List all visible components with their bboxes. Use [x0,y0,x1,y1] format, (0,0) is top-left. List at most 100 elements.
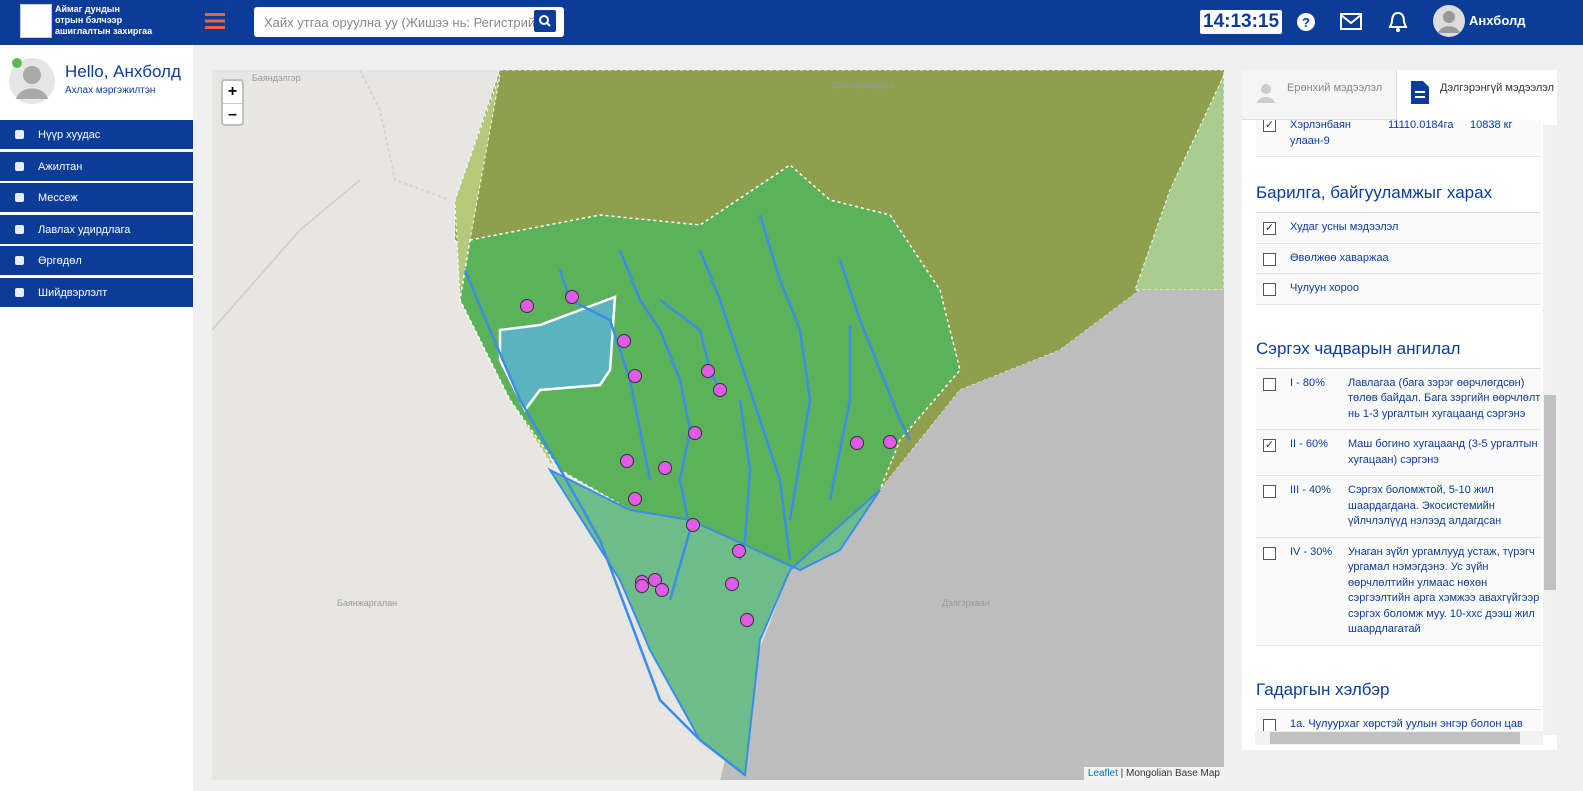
tab-icon [1257,84,1275,103]
option-label: Лавлагаа (бага зэрэг өөрчлөгдсөн) төлөв … [1348,376,1541,420]
map[interactable]: + – Leaflet | Mongolian Base Map Баяндэлг… [212,70,1224,780]
svg-text:?: ? [1302,15,1310,30]
option-row: ✓ Худаг усны мэдээлэл [1256,213,1541,244]
avatar[interactable] [1433,5,1465,37]
role: Ахлах мэргэжилтэн [65,85,156,96]
search-button[interactable] [534,10,556,32]
greeting: Hello, Анхболд [65,62,181,81]
menu-item[interactable]: Лавлах удирдлага [0,214,193,244]
well-marker[interactable] [658,461,672,475]
panel-content: ✓ Хэрлэнбаян улаан-9 11110.0184га 10838 кг Б… [1256,120,1541,732]
zoom-out[interactable]: – [223,103,242,125]
well-marker[interactable] [648,573,662,587]
menu-item[interactable]: Өргөдөл [0,246,193,276]
well-marker[interactable] [565,290,579,304]
option-row: 1а. Чулуурхаг хөрстэй уулын энгэр болон … [1256,709,1541,732]
checkbox[interactable] [1263,377,1276,391]
well-marker[interactable] [628,492,642,506]
menu-item[interactable]: Нүүр хуудас [0,120,193,149]
checkbox[interactable] [1263,485,1276,498]
menu-toggle[interactable] [205,12,225,30]
well-marker[interactable] [686,518,700,532]
well-marker[interactable] [883,435,897,449]
menu-item[interactable]: Мессеж [0,183,193,213]
well-marker[interactable] [713,383,727,397]
option-row: Өвөлжөө хаваржаа [1256,243,1541,274]
well-marker[interactable] [740,613,754,627]
parcel-amount: 10838 кг [1470,120,1513,131]
option-code: II - 60% [1290,438,1328,450]
place-label: Баянжаргалан [337,598,398,608]
parcel-area: 11110.0184га [1388,120,1454,131]
tab-icon [1411,81,1429,104]
attribution-text: | Mongolian Base Map [1120,768,1220,779]
bell-icon[interactable] [1388,11,1408,33]
vertical-scrollbar[interactable] [1543,125,1557,735]
option-label: 1а. Чулуурхаг хөрстэй уулын энгэр болон … [1290,717,1523,730]
mail-icon[interactable] [1340,13,1362,31]
well-marker[interactable] [617,334,631,348]
option-label: Худаг усны мэдээлэл [1290,221,1399,233]
clock: 14:13:15 [1200,10,1283,34]
well-marker[interactable] [520,299,534,313]
place-label: Цэнхэрмандал [832,80,894,90]
logo-text: Аймаг дундын отрын бэлчээр ашиглалтын захи… [55,4,152,37]
logo-line: Аймаг дундын [55,4,120,14]
info-panel: Ерөнхий мэдээлэл Дэлгэрэнгүй мэдээлэл ✓ Х… [1242,70,1557,750]
place-label: Дэлгэрхаан [942,598,990,608]
logo [20,4,52,38]
option-row: I - 80% Лавлагаа (бага зэрэг өөрчлөгдсөн)… [1256,368,1541,430]
menu-item[interactable]: Ажилтан [0,151,193,181]
search-input[interactable]: Хайх утгаа оруулна уу (Жишээ нь: Регистр… [254,7,564,37]
checkbox[interactable] [1263,546,1276,560]
row: ✓ Хэрлэнбаян улаан-9 11110.0184га 10838 кг [1256,120,1541,157]
nav-menu: Нүүр хуудас Ажилтан Мессеж Лавлах удирдлага… [0,120,193,310]
zoom-in[interactable]: + [227,83,238,100]
well-marker[interactable] [635,579,649,593]
well-marker[interactable] [850,436,864,450]
checkbox[interactable] [1263,283,1276,296]
attribution-link[interactable]: Leaflet [1087,768,1118,779]
map-canvas [212,70,1224,780]
menu-item[interactable]: Шийдвэрлэлт [0,277,193,307]
option-label: Сэргэх боломжтой, 5-10 жил шаардагдана. … [1348,484,1502,527]
top-bar: Аймаг дундын отрын бэлчээр ашиглалтын захи… [0,0,1583,45]
checkbox[interactable] [1263,252,1276,266]
parcel-name: Хэрлэнбаян улаан-9 [1290,120,1351,147]
checkbox[interactable]: ✓ [1263,120,1276,132]
option-row: IV - 30% Унаган зүйл ургамлууд устаж, түр… [1256,537,1541,646]
user-name[interactable]: Анхболд [1469,13,1526,28]
well-marker[interactable] [688,426,702,440]
horizontal-scrollbar[interactable] [1255,731,1543,745]
well-marker[interactable] [628,369,642,383]
option-code: I - 80% [1290,376,1325,389]
tab[interactable]: Дэлгэрэнгүй мэдээлэл [1440,82,1555,94]
checkbox[interactable]: ✓ [1263,222,1276,235]
well-marker[interactable] [701,364,715,378]
well-marker[interactable] [725,577,739,591]
option-label: Унаган зүйл ургамлууд устаж, түрэгч урга… [1348,545,1540,636]
help-icon[interactable]: ? [1296,12,1316,32]
section-title: Барилга, байгууламжыг харах [1256,171,1541,213]
logo-line: ашиглалтын захиргаа [55,26,153,36]
option-label: Чулуун хороо [1290,282,1359,294]
well-marker[interactable] [655,583,669,597]
option-row: ✓ II - 60% Маш богино хугацаанд (3-5 ургал… [1256,430,1541,476]
checkbox[interactable]: ✓ [1263,439,1276,452]
attribution: Leaflet | Mongolian Base Map [1083,767,1224,780]
sidebar: Hello, Анхболд Ахлах мэргэжилтэн Нүүр ху… [0,45,193,791]
well-marker[interactable] [620,454,634,468]
logo-line: отрын бэлчээр [55,15,123,25]
checkbox[interactable] [1263,718,1276,732]
section-title: Сэргэх чадварын ангилал [1256,327,1541,369]
option-label: Маш богино хугацаанд (3-5 ургалтын хугац… [1348,438,1538,466]
section-title: Гадаргын хэлбэр [1256,668,1541,710]
tab[interactable]: Ерөнхий мэдээлэл [1287,82,1383,94]
well-marker[interactable] [732,544,746,558]
option-row: Чулуун хороо [1256,274,1541,305]
place-label: Баяндэлгэр [252,73,301,83]
option-label: Өвөлжөө хаваржаа [1290,251,1389,264]
tabs: Ерөнхий мэдээлэл Дэлгэрэнгүй мэдээлэл [1242,70,1557,120]
option-row: III - 40% Сэргэх боломжтой, 5-10 жил шаар… [1256,476,1541,538]
